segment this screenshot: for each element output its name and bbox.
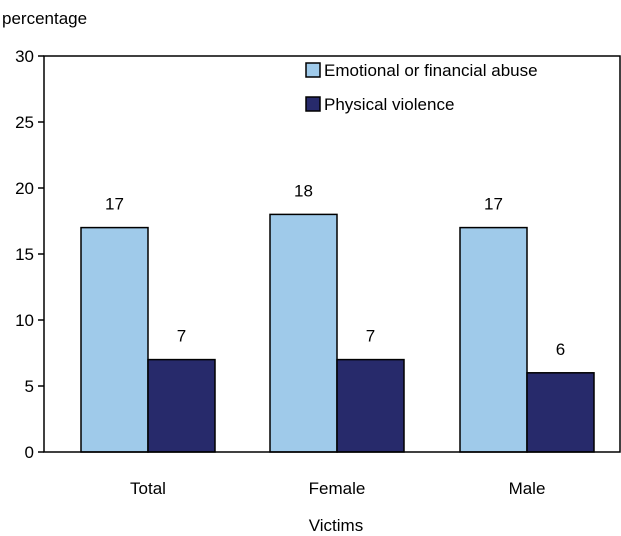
y-tick-label: 15 — [15, 245, 34, 264]
data-label: 17 — [105, 195, 124, 214]
legend-label: Emotional or financial abuse — [324, 61, 538, 80]
x-tick-label: Female — [309, 479, 366, 498]
legend-label: Physical violence — [324, 95, 454, 114]
bar-male-series-1 — [460, 228, 527, 452]
data-label: 17 — [484, 195, 503, 214]
y-tick-label: 30 — [15, 47, 34, 66]
data-label: 6 — [556, 340, 565, 359]
x-axis-title: Victims — [309, 516, 363, 535]
y-tick-label: 10 — [15, 311, 34, 330]
bar-female-series-2 — [337, 360, 404, 452]
legend: Emotional or financial abuse Physical vio… — [306, 61, 538, 114]
bar-total-series-2 — [148, 360, 215, 452]
data-label: 18 — [294, 181, 313, 200]
data-label: 7 — [177, 327, 186, 346]
y-tick-label: 25 — [15, 113, 34, 132]
bar-female-series-1 — [270, 214, 337, 452]
y-axis: 0 5 10 15 20 25 30 — [15, 47, 44, 462]
bars: 17 7 18 7 17 6 — [81, 181, 594, 452]
bar-total-series-1 — [81, 228, 148, 452]
data-label: 7 — [366, 327, 375, 346]
x-axis: Total Female Male — [130, 479, 545, 498]
x-tick-label: Total — [130, 479, 166, 498]
y-tick-label: 5 — [25, 377, 34, 396]
y-tick-label: 0 — [25, 443, 34, 462]
bar-male-series-2 — [527, 373, 594, 452]
x-tick-label: Male — [509, 479, 546, 498]
legend-swatch — [306, 63, 320, 77]
y-axis-title: percentage — [2, 9, 87, 28]
y-tick-label: 20 — [15, 179, 34, 198]
legend-swatch — [306, 97, 320, 111]
